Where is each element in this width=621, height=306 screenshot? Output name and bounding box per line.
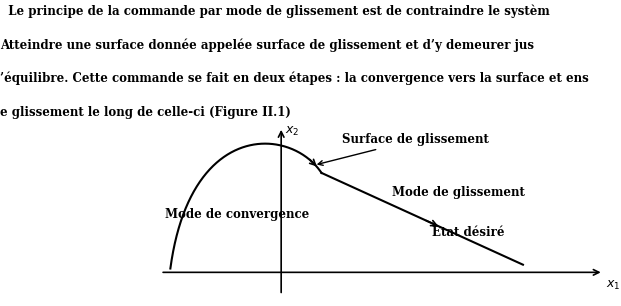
Text: Etat désiré: Etat désiré	[432, 226, 505, 239]
Text: e glissement le long de celle-ci (Figure II.1): e glissement le long de celle-ci (Figure…	[0, 106, 291, 118]
Text: Mode de glissement: Mode de glissement	[392, 185, 525, 199]
Text: Surface de glissement: Surface de glissement	[318, 133, 489, 165]
Text: Atteindre une surface donnée appelée surface de glissement et d’y demeurer jus: Atteindre une surface donnée appelée sur…	[0, 38, 534, 52]
Text: Le principe de la commande par mode de glissement est de contraindre le systèm: Le principe de la commande par mode de g…	[0, 5, 550, 18]
Text: Mode de convergence: Mode de convergence	[165, 208, 310, 222]
Text: $x_2$: $x_2$	[285, 125, 299, 138]
Text: ’équilibre. Cette commande se fait en deux étapes : la convergence vers la surfa: ’équilibre. Cette commande se fait en de…	[0, 72, 589, 85]
Text: $x_1$: $x_1$	[606, 279, 620, 292]
